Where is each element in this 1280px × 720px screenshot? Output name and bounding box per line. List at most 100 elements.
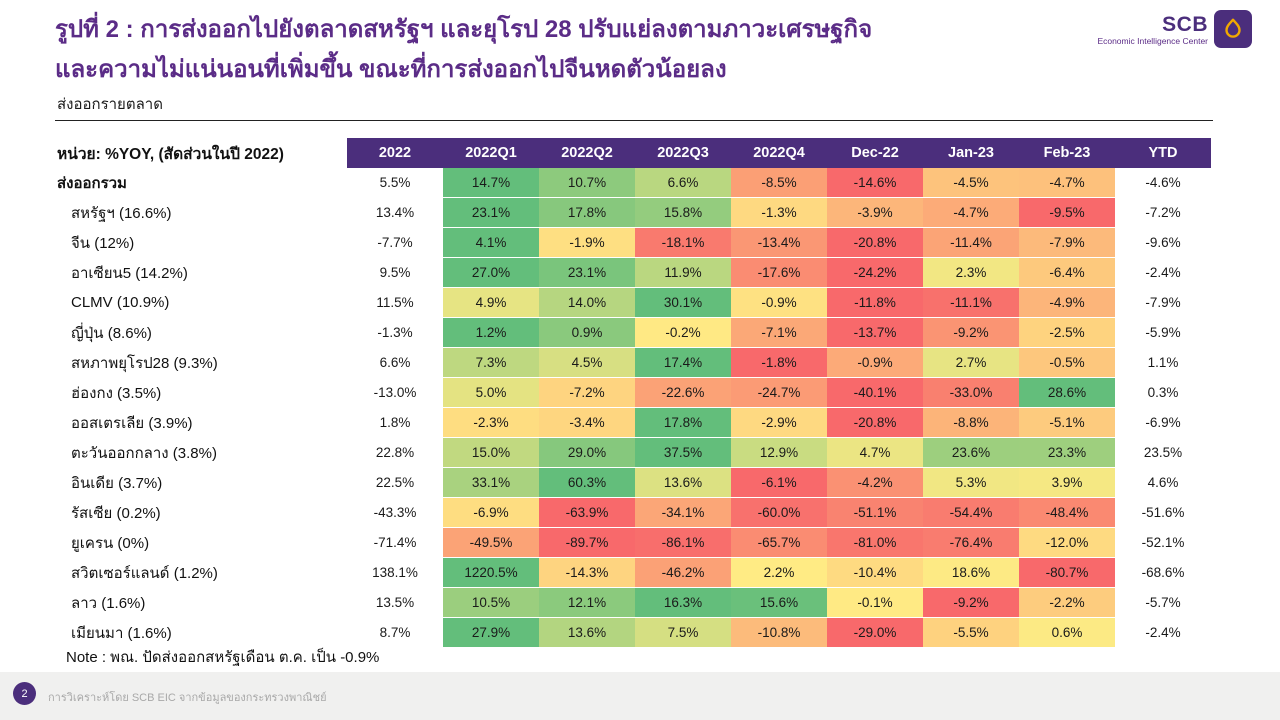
heat-cell: -5.1% bbox=[1019, 407, 1115, 438]
heat-cell: -46.2% bbox=[635, 557, 731, 588]
value-cell: -4.6% bbox=[1145, 175, 1181, 191]
heat-cell: 4.5% bbox=[539, 347, 635, 378]
value-cell: -5.9% bbox=[1145, 325, 1181, 340]
heat-cell: 23.1% bbox=[443, 197, 539, 228]
heat-cell: 23.3% bbox=[1019, 437, 1115, 468]
table-row: ญี่ปุ่น (8.6%) -1.3% 1.2% 0.9% -0.2% -7.1% -13… bbox=[55, 317, 1211, 348]
value-cell: 138.1% bbox=[372, 565, 418, 580]
value-cell: 1.1% bbox=[1147, 355, 1179, 370]
logo-brand-text: SCB bbox=[1162, 13, 1208, 36]
scb-emblem-icon bbox=[1214, 10, 1252, 48]
heat-cell: -7.9% bbox=[1019, 227, 1115, 258]
row-label: ออสเตรเลีย (3.9%) bbox=[55, 407, 347, 438]
heat-cell: 14.0% bbox=[539, 287, 635, 318]
value-cell: 13.4% bbox=[375, 205, 415, 220]
heat-cell: -20.8% bbox=[827, 407, 923, 438]
table-row: อาเซียน5 (14.2%) 9.5% 27.0% 23.1% 11.9% -17.6… bbox=[55, 257, 1211, 288]
row-label: ฮ่องกง (3.5%) bbox=[55, 377, 347, 408]
heat-cell: 7.5% bbox=[635, 617, 731, 648]
table-row: รัสเซีย (0.2%) -43.3% -6.9% -63.9% -34.1% -60… bbox=[55, 497, 1211, 528]
row-label: สวิตเซอร์แลนด์ (1.2%) bbox=[55, 557, 347, 588]
heat-cell: 23.1% bbox=[539, 257, 635, 288]
value-cell: -2.4% bbox=[1145, 265, 1181, 280]
unit-label: หน่วย: %YOY, (สัดส่วนในปี 2022) bbox=[55, 138, 347, 168]
heat-cell: -4.5% bbox=[923, 168, 1019, 198]
value-cell: 13.5% bbox=[375, 595, 415, 610]
column-header: 2022Q4 bbox=[731, 138, 827, 168]
heat-cell: -2.5% bbox=[1019, 317, 1115, 348]
heat-cell: -8.8% bbox=[923, 407, 1019, 438]
heat-cell: 29.0% bbox=[539, 437, 635, 468]
heat-cell: -0.2% bbox=[635, 317, 731, 348]
heat-cell: -0.1% bbox=[827, 587, 923, 618]
heat-cell: -17.6% bbox=[731, 257, 827, 288]
heat-cell: -5.5% bbox=[923, 617, 1019, 648]
table-row: ลาว (1.6%) 13.5% 10.5% 12.1% 16.3% 15.6% -0.1%… bbox=[55, 587, 1211, 618]
value-cell: 0.3% bbox=[1147, 385, 1179, 400]
row-label: รัสเซีย (0.2%) bbox=[55, 497, 347, 528]
heat-cell: -8.5% bbox=[731, 168, 827, 198]
heat-cell: -11.4% bbox=[923, 227, 1019, 258]
row-label: CLMV (10.9%) bbox=[55, 287, 347, 318]
chart-subtitle: ส่งออกรายตลาด bbox=[57, 96, 163, 113]
heat-cell: -2.9% bbox=[731, 407, 827, 438]
table-header-row: หน่วย: %YOY, (สัดส่วนในปี 2022) 2022 2022… bbox=[55, 138, 1211, 168]
page-title: รูปที่ 2 : การส่งออกไปยังตลาดสหรัฐฯ และย… bbox=[55, 10, 1095, 90]
heat-cell: -34.1% bbox=[635, 497, 731, 528]
heat-cell: -2.3% bbox=[443, 407, 539, 438]
heat-cell: -13.7% bbox=[827, 317, 923, 348]
value-cell: 8.7% bbox=[379, 625, 411, 640]
heat-cell: 2.3% bbox=[923, 257, 1019, 288]
heat-cell: -3.4% bbox=[539, 407, 635, 438]
heat-cell: -3.9% bbox=[827, 197, 923, 228]
heat-cell: 15.8% bbox=[635, 197, 731, 228]
column-header: 2022Q3 bbox=[635, 138, 731, 168]
heat-cell: -60.0% bbox=[731, 497, 827, 528]
footer-bar: 2 การวิเคราะห์โดย SCB EIC จากข้อมูลของกร… bbox=[0, 672, 1280, 720]
value-cell: -1.3% bbox=[377, 325, 413, 340]
heat-cell: -18.1% bbox=[635, 227, 731, 258]
column-header: YTD bbox=[1115, 138, 1211, 168]
table-row: ออสเตรเลีย (3.9%) 1.8% -2.3% -3.4% 17.8% -2.9… bbox=[55, 407, 1211, 438]
row-label: อินเดีย (3.7%) bbox=[55, 467, 347, 498]
heat-cell: 30.1% bbox=[635, 287, 731, 318]
value-cell: -71.4% bbox=[373, 535, 417, 550]
heat-cell: -11.1% bbox=[923, 287, 1019, 318]
heat-cell: -22.6% bbox=[635, 377, 731, 408]
heat-cell: -20.8% bbox=[827, 227, 923, 258]
heat-cell: 17.8% bbox=[539, 197, 635, 228]
value-cell: -7.9% bbox=[1145, 295, 1181, 310]
footnote: Note : พณ. ปัดส่งออกสหรัฐเดือน ต.ค. เป็น… bbox=[66, 649, 380, 666]
table-row: CLMV (10.9%) 11.5% 4.9% 14.0% 30.1% -0.9% -11.… bbox=[55, 287, 1211, 318]
export-heatmap-table-wrap: หน่วย: %YOY, (สัดส่วนในปี 2022) 2022 2022… bbox=[55, 138, 1211, 648]
heat-cell: -12.0% bbox=[1019, 527, 1115, 558]
heat-cell: 1.2% bbox=[443, 317, 539, 348]
value-cell: -7.7% bbox=[377, 235, 413, 250]
value-cell: -5.7% bbox=[1145, 595, 1181, 610]
table-row: ส่งออกรวม 5.5% 14.7% 10.7% 6.6% -8.5% -14.6% -4… bbox=[55, 168, 1211, 198]
value-cell: 9.5% bbox=[379, 265, 411, 280]
heat-cell: 15.0% bbox=[443, 437, 539, 468]
table-row: ฮ่องกง (3.5%) -13.0% 5.0% -7.2% -22.6% -24.7%… bbox=[55, 377, 1211, 408]
row-label: อาเซียน5 (14.2%) bbox=[55, 257, 347, 288]
heat-cell: -33.0% bbox=[923, 377, 1019, 408]
heat-cell: 23.6% bbox=[923, 437, 1019, 468]
heat-cell: -14.6% bbox=[827, 168, 923, 198]
table-row: สหรัฐฯ (16.6%) 13.4% 23.1% 17.8% 15.8% -1.3% -… bbox=[55, 197, 1211, 228]
heat-cell: 1220.5% bbox=[443, 557, 539, 588]
column-header: Feb-23 bbox=[1019, 138, 1115, 168]
heat-cell: -89.7% bbox=[539, 527, 635, 558]
value-cell: 22.5% bbox=[375, 475, 415, 490]
heat-cell: 4.1% bbox=[443, 227, 539, 258]
column-header: Dec-22 bbox=[827, 138, 923, 168]
heat-cell: -49.5% bbox=[443, 527, 539, 558]
column-header: 2022 bbox=[347, 138, 443, 168]
row-label: สหรัฐฯ (16.6%) bbox=[55, 197, 347, 228]
heat-cell: -63.9% bbox=[539, 497, 635, 528]
source-text: การวิเคราะห์โดย SCB EIC จากข้อมูลของกระท… bbox=[48, 692, 327, 704]
heat-cell: 3.9% bbox=[1019, 467, 1115, 498]
heat-cell: -54.4% bbox=[923, 497, 1019, 528]
row-label: เมียนมา (1.6%) bbox=[55, 617, 347, 648]
value-cell: -51.6% bbox=[1141, 505, 1185, 520]
